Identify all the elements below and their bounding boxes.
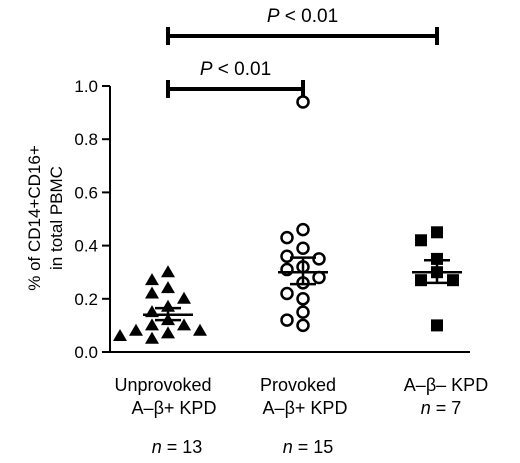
data-point-triangle <box>129 323 143 336</box>
data-point-triangle <box>177 318 191 331</box>
data-point-circle <box>312 270 326 285</box>
data-point-square <box>431 319 443 332</box>
data-point-triangle <box>193 323 207 336</box>
n-label-2: n = 15 <box>283 437 334 457</box>
data-point-circle <box>296 241 310 256</box>
data-point-circle <box>280 249 294 263</box>
data-point-triangle <box>145 331 159 344</box>
data-point-triangle <box>113 329 127 342</box>
data-point-triangle <box>161 281 175 294</box>
n-label-1: n = 13 <box>152 437 203 457</box>
significance-label: P < 0.01 <box>200 59 271 80</box>
significance-brackets: P < 0.01P < 0.01 <box>166 6 439 98</box>
data-point-circle <box>296 318 310 333</box>
data-point-circle <box>280 286 294 301</box>
data-point-triangle <box>145 286 159 299</box>
mean-sem-bars <box>143 256 462 322</box>
data-point-square <box>415 274 427 287</box>
y-tick-label: 0.8 <box>74 130 98 149</box>
y-tick-label: 0.0 <box>74 343 98 362</box>
category-label-3-line1: A–β– KPD <box>404 375 488 395</box>
y-tick-label: 0.6 <box>74 183 98 202</box>
y-axis-label-line1: % of CD14+CD16+ <box>25 145 44 291</box>
data-point-square <box>431 252 443 265</box>
category-label-2-line2: A–β+ KPD <box>263 398 348 418</box>
data-point-square <box>447 274 459 287</box>
data-point-square <box>431 226 443 239</box>
significance-label: P < 0.01 <box>267 6 338 27</box>
p-symbol: P <box>267 6 280 27</box>
y-axis-label-line2: in total PBMC <box>47 166 66 270</box>
data-point-triangle <box>145 273 159 286</box>
y-tick-label: 0.2 <box>74 290 98 309</box>
data-point-triangle <box>161 326 175 339</box>
y-tick-label: 1.0 <box>74 77 98 96</box>
data-point-circle <box>296 305 310 319</box>
y-tick-label: 0.4 <box>74 237 98 256</box>
data-point-triangle <box>145 318 159 331</box>
category-label-1-line2: A–β+ KPD <box>132 398 217 418</box>
data-point-circle <box>296 292 310 306</box>
data-point-circle <box>296 222 310 237</box>
data-point-circle <box>296 95 310 109</box>
data-points <box>113 95 459 344</box>
data-point-circle <box>280 313 294 327</box>
n-label-3: n = 7 <box>421 398 462 418</box>
data-point-triangle <box>177 291 191 304</box>
category-label-2-line1: Provoked <box>260 375 336 395</box>
p-symbol: P <box>200 59 213 80</box>
y-ticks: 0.0 0.2 0.4 0.6 0.8 1.0 <box>74 77 110 362</box>
data-point-triangle <box>161 265 175 278</box>
data-point-circle <box>280 230 294 245</box>
p-value: < 0.01 <box>213 59 272 80</box>
data-point-circle <box>312 252 326 266</box>
category-label-1-line1: Unprovoked <box>114 375 211 395</box>
p-value: < 0.01 <box>280 6 339 27</box>
data-point-square <box>415 234 427 247</box>
